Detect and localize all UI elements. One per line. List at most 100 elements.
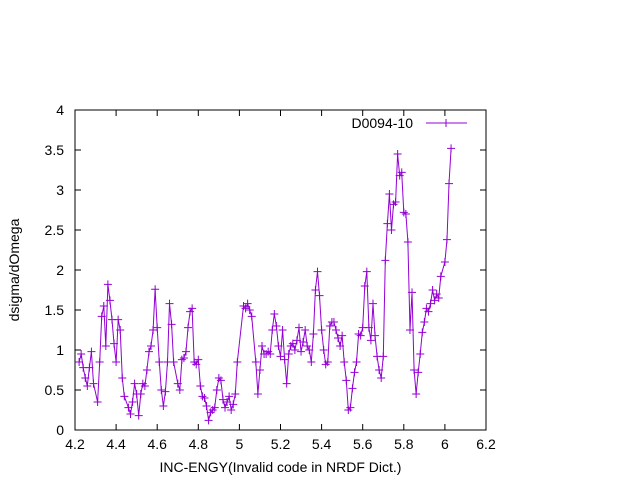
x-axis-ticks: 4.2 4.4 4.6 4.8 5 5.2 5.4 5.6 5.8 6 6.2 <box>65 110 496 452</box>
data-point-marker <box>412 390 421 398</box>
data-point-marker <box>151 285 160 294</box>
y-tick-label: 4 <box>56 102 64 118</box>
data-point-marker <box>186 307 195 316</box>
data-point-marker <box>157 386 166 394</box>
data-point-marker <box>181 347 190 356</box>
data-point-marker <box>212 386 221 394</box>
x-tick-label: 6.2 <box>476 436 496 452</box>
data-point-marker <box>288 339 297 348</box>
data-point-marker <box>447 144 456 153</box>
data-point-marker <box>362 267 371 276</box>
data-point-marker <box>414 368 423 377</box>
data-point-marker <box>231 390 240 398</box>
data-point-marker <box>299 338 308 346</box>
data-point-marker <box>268 326 277 334</box>
data-point-marker <box>147 342 156 350</box>
data-point-marker <box>218 395 227 404</box>
data-point-marker <box>103 280 112 289</box>
y-tick-label: 3.5 <box>45 142 65 158</box>
data-point-marker <box>418 328 427 337</box>
data-point-marker <box>391 198 400 206</box>
data-point-marker <box>124 403 133 412</box>
data-point-marker <box>311 286 320 294</box>
data-point-marker <box>210 403 219 412</box>
data-point-marker <box>405 326 414 334</box>
y-tick-label: 3 <box>56 182 64 198</box>
data-point-marker <box>307 358 316 366</box>
data-point-marker <box>167 320 176 329</box>
data-point-marker <box>432 290 441 298</box>
data-point-marker <box>85 363 94 372</box>
data-point-marker <box>120 392 129 401</box>
data-point-marker <box>375 366 384 374</box>
data-point-marker <box>97 312 106 321</box>
data-point-marker <box>251 358 260 366</box>
data-point-marker <box>200 394 209 402</box>
x-tick-label: 5.2 <box>271 436 291 452</box>
data-point-marker <box>342 376 351 385</box>
data-point-marker <box>153 323 162 332</box>
data-point-marker <box>221 403 230 412</box>
data-point-marker <box>436 272 445 281</box>
data-point-marker <box>258 342 267 350</box>
data-point-marker <box>430 296 439 305</box>
data-point-marker <box>165 299 174 308</box>
legend-marker-sample <box>442 119 450 127</box>
data-point-marker <box>223 398 232 406</box>
y-tick-label: 0.5 <box>45 382 65 398</box>
data-point-marker <box>364 323 373 332</box>
data-point-marker <box>292 336 301 345</box>
x-tick-label: 6 <box>441 436 449 452</box>
x-tick-label: 4.2 <box>65 436 85 452</box>
data-point-marker <box>416 350 425 358</box>
data-point-marker <box>149 326 158 334</box>
data-point-marker <box>397 168 406 177</box>
y-tick-label: 2.5 <box>45 222 65 238</box>
data-point-marker <box>403 238 412 246</box>
data-point-marker <box>177 355 186 364</box>
data-point-marker <box>331 326 340 334</box>
data-point-marker <box>387 226 396 234</box>
data-point-marker <box>204 416 213 425</box>
data-point-marker <box>379 352 388 361</box>
data-point-marker <box>395 171 404 180</box>
data-point-marker <box>227 406 236 414</box>
data-point-marker <box>442 235 451 244</box>
data-point-marker <box>393 150 402 158</box>
data-point-marker <box>110 339 119 348</box>
data-point-marker <box>128 398 137 406</box>
data-point-marker <box>401 210 410 218</box>
data-point-marker <box>297 347 306 356</box>
data-point-marker <box>179 354 188 362</box>
data-point-marker <box>354 330 363 338</box>
data-point-marker <box>348 384 357 393</box>
data-point-marker <box>173 379 182 388</box>
data-point-marker <box>142 366 151 374</box>
data-point-marker <box>101 342 110 350</box>
data-point-marker <box>81 374 90 382</box>
data-point-marker <box>319 346 328 354</box>
data-point-marker <box>241 304 250 313</box>
data-point-marker <box>130 379 139 388</box>
data-point-marker <box>381 256 390 265</box>
data-point-marker <box>440 258 449 266</box>
data-point-marker <box>317 326 326 334</box>
data-point-marker <box>118 374 127 382</box>
data-point-marker <box>383 219 392 228</box>
data-point-marker <box>95 358 104 366</box>
x-tick-label: 4.6 <box>147 436 167 452</box>
data-point-marker <box>371 331 380 340</box>
data-point-marker <box>284 350 293 358</box>
data-point-marker <box>77 350 86 358</box>
data-point-marker <box>192 360 201 369</box>
data-point-marker <box>424 307 433 316</box>
series-layer <box>75 144 456 425</box>
data-point-marker <box>194 355 203 364</box>
data-point-marker <box>233 358 242 366</box>
data-point-marker <box>136 390 145 398</box>
data-point-marker <box>161 387 170 396</box>
data-point-marker <box>140 382 149 390</box>
data-point-marker <box>301 326 310 334</box>
data-point-marker <box>266 350 275 358</box>
data-point-marker <box>188 304 197 313</box>
